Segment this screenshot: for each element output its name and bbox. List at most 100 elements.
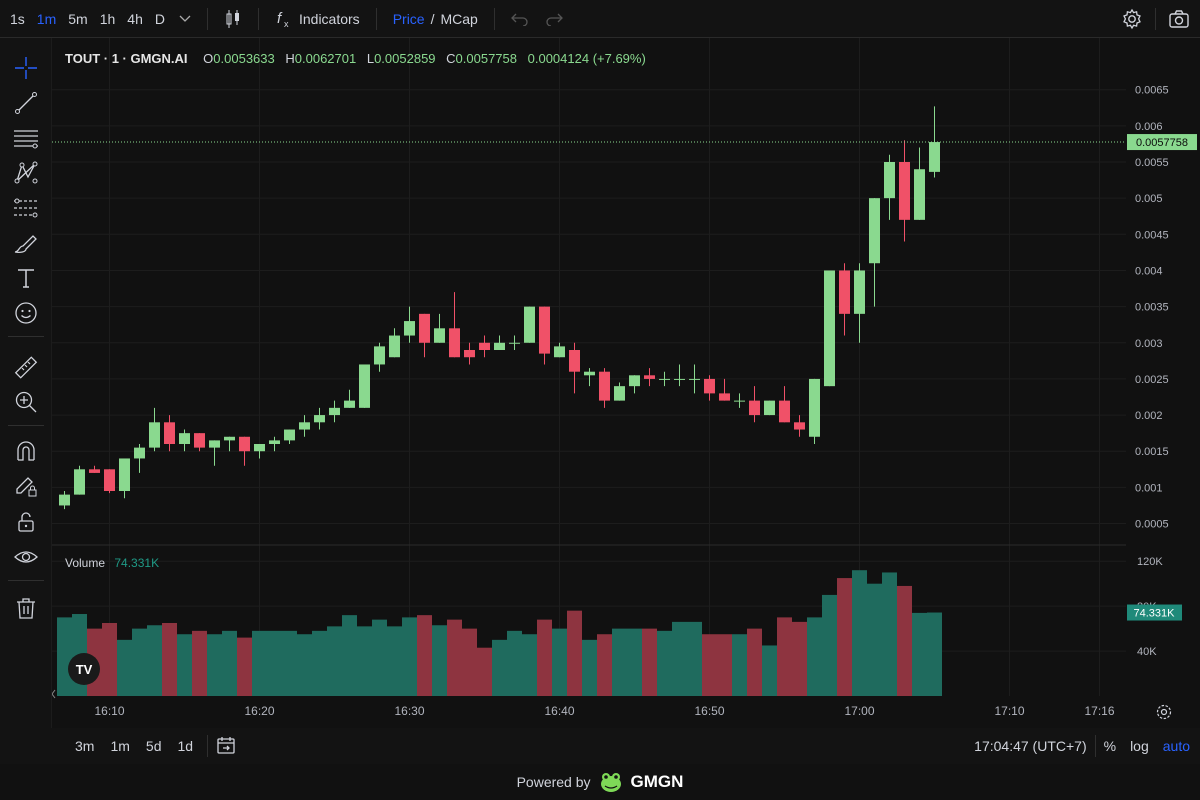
- price-axis[interactable]: 0.0065 0.006 0.0055 0.005 0.0045 0.004 0.0035 0…: [1135, 85, 1169, 531]
- price-mcap-toggle[interactable]: Price / MCap: [385, 11, 486, 27]
- tradingview-logo[interactable]: TV: [68, 653, 100, 685]
- chart-type-button[interactable]: [216, 9, 250, 29]
- settings-button[interactable]: [1121, 8, 1143, 33]
- candle-up: [224, 436, 235, 441]
- price-tick-label: 0.003: [1135, 338, 1163, 350]
- camera-icon: [1169, 10, 1189, 28]
- mcap-toggle[interactable]: MCap: [440, 10, 478, 27]
- footer: Powered by GMGN: [0, 764, 1200, 800]
- auto-toggle[interactable]: auto: [1162, 738, 1190, 754]
- volume-bar: [147, 625, 162, 696]
- toggle-separator: /: [430, 10, 435, 27]
- crosshair-tool[interactable]: [13, 55, 39, 81]
- pattern-tool[interactable]: [13, 160, 39, 186]
- screenshot-button[interactable]: [1168, 8, 1190, 33]
- price-tick-label: 0.0035: [1135, 302, 1169, 314]
- gear-icon: [1123, 8, 1141, 30]
- range-5d[interactable]: 5d: [145, 738, 162, 754]
- horizontal-lines-tool[interactable]: [13, 125, 39, 151]
- volume-bar: [927, 612, 942, 696]
- pencil-lock-icon: [16, 477, 37, 497]
- candle-up: [629, 375, 640, 387]
- price-tick-label: 0.0015: [1135, 446, 1169, 458]
- price-tag: 0.0057758: [1127, 134, 1197, 151]
- candle-up: [734, 400, 745, 402]
- delete-drawings-tool[interactable]: [13, 595, 39, 621]
- volume-bar: [897, 585, 912, 696]
- text-tool[interactable]: [13, 265, 39, 291]
- price-toggle[interactable]: Price: [392, 10, 425, 27]
- volume-bars: [57, 570, 942, 696]
- candle-down: [599, 371, 610, 401]
- candle-up: [359, 364, 370, 408]
- candle-up: [134, 447, 145, 459]
- fib-tool[interactable]: [13, 195, 39, 221]
- lock-all-tool[interactable]: [13, 509, 39, 535]
- volume-bar: [882, 572, 897, 696]
- candle-up: [149, 422, 160, 448]
- volume-bar: [252, 630, 267, 696]
- candle-down: [569, 350, 580, 372]
- measure-tool[interactable]: [13, 354, 39, 380]
- logo-background: [68, 653, 100, 685]
- powered-by-label: Powered by: [516, 774, 591, 790]
- brush-tool[interactable]: [13, 230, 39, 256]
- timeframe-1m[interactable]: 1m: [36, 10, 57, 27]
- timeframe-1h[interactable]: 1h: [99, 10, 116, 27]
- svg-text:x: x: [284, 19, 289, 29]
- visibility-tool[interactable]: [13, 544, 39, 570]
- timeframe-d[interactable]: D: [154, 10, 165, 27]
- range-1d[interactable]: 1d: [177, 738, 194, 754]
- candle-up: [764, 400, 775, 416]
- volume-bar: [597, 634, 612, 696]
- calendar-icon: [217, 736, 235, 754]
- sidebar-divider: [8, 580, 44, 581]
- volume-legend: Volume 74.331K: [65, 556, 159, 570]
- gmgn-brand[interactable]: GMGN: [630, 772, 684, 791]
- candle-up: [524, 306, 535, 343]
- volume-bar: [807, 617, 822, 696]
- grid-lines: [52, 38, 1126, 696]
- candle-down: [449, 328, 460, 358]
- axis-settings-button[interactable]: [1156, 704, 1172, 720]
- volume-bar: [522, 634, 537, 696]
- timeframe-4h[interactable]: 4h: [127, 10, 143, 27]
- candle-up: [854, 270, 865, 314]
- redo-button[interactable]: [537, 12, 571, 26]
- candle-up: [614, 386, 625, 401]
- volume-bar: [462, 628, 477, 696]
- range-1m[interactable]: 1m: [110, 738, 130, 754]
- candlestick-chart[interactable]: 0.0065 0.006 0.0055 0.005 0.0045 0.004 0.0035 0…: [51, 38, 1200, 728]
- candle-up: [119, 458, 130, 491]
- volume-bar: [57, 617, 72, 696]
- scroll-left-icon[interactable]: [51, 689, 56, 699]
- timeframe-5m[interactable]: 5m: [68, 10, 88, 27]
- high-label: H: [285, 51, 294, 66]
- gmgn-frog-icon: [600, 773, 621, 792]
- clock-display[interactable]: 17:04:47 (UTC+7): [974, 738, 1087, 754]
- emoji-tool[interactable]: [13, 300, 39, 326]
- volume-bar: [777, 617, 792, 696]
- trend-line-icon: [15, 92, 37, 114]
- range-3m[interactable]: 3m: [75, 738, 95, 754]
- volume-bar: [582, 639, 597, 696]
- timeframe-dropdown[interactable]: [171, 15, 199, 23]
- trend-line-tool[interactable]: [13, 90, 39, 116]
- timeframe-1s[interactable]: 1s: [10, 10, 25, 27]
- lock-drawing-tool[interactable]: [13, 473, 39, 499]
- goto-date-button[interactable]: [216, 735, 236, 758]
- undo-button[interactable]: [503, 12, 537, 26]
- log-toggle[interactable]: log: [1130, 738, 1149, 754]
- zoom-tool[interactable]: [13, 389, 39, 415]
- percent-toggle[interactable]: %: [1103, 738, 1117, 754]
- chart-area[interactable]: 0.0065 0.006 0.0055 0.005 0.0045 0.004 0.0035 0…: [51, 38, 1200, 728]
- time-axis[interactable]: 16:10 16:20 16:30 16:40 16:50 17:00 17:10 17:16: [94, 704, 1114, 718]
- magnet-tool[interactable]: [13, 438, 39, 464]
- volume-bar: [207, 634, 222, 696]
- candle-down: [464, 350, 475, 358]
- volume-bar: [372, 619, 387, 696]
- time-tick-label: 16:40: [544, 704, 574, 718]
